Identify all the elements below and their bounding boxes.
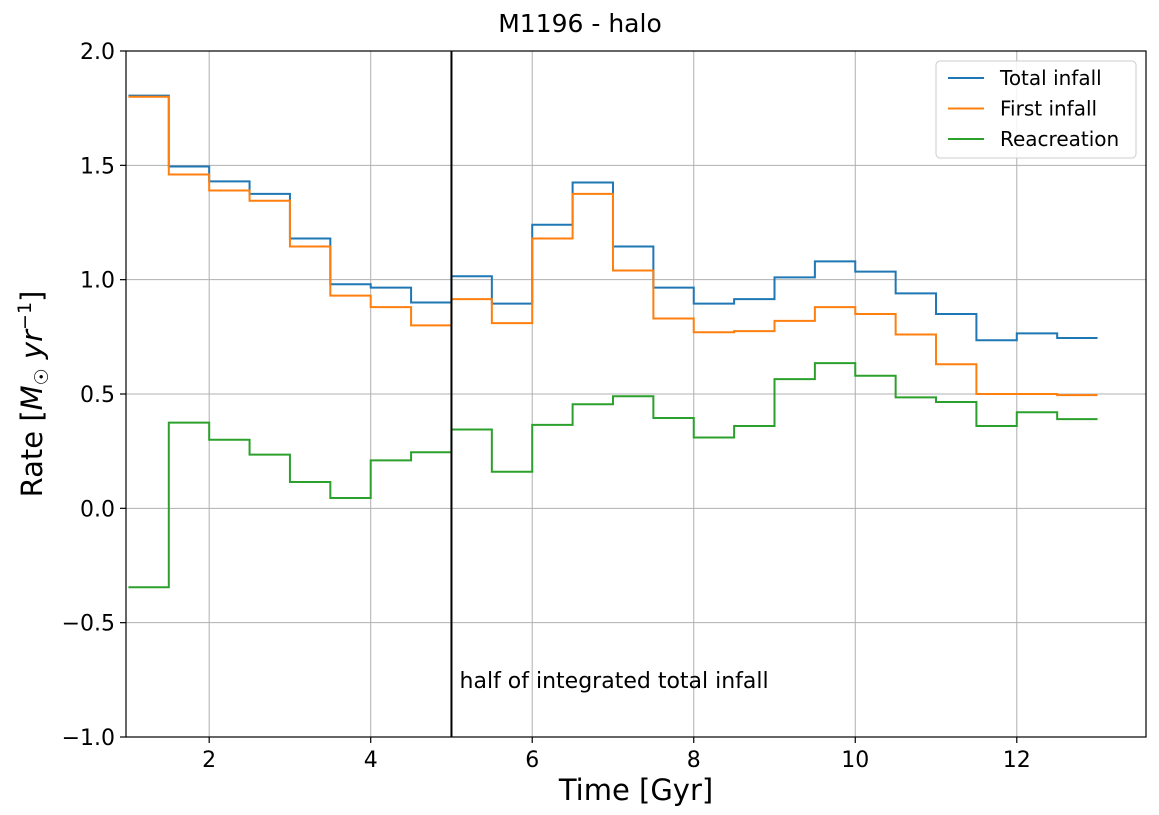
x-axis-title: Time [Gyr] — [558, 773, 713, 807]
y-tick-label: 2.0 — [80, 40, 115, 65]
ticks: 2 4 6 8 10 12 −1.0 −0.5 0.0 0.5 1.0 1.5 2.0 — [62, 40, 1031, 773]
legend-label: Total infall — [999, 66, 1102, 90]
y-tick-label: 0.0 — [80, 497, 115, 522]
y-tick-label: 1.0 — [80, 269, 115, 294]
series-layer — [128, 94, 1098, 589]
y-tick-label: −1.0 — [62, 726, 115, 751]
y-axis-title: Rate [M☉ yr−1] — [14, 291, 53, 498]
chart-title: M1196 - halo — [498, 9, 662, 38]
y-axis-title-unit: yr — [15, 328, 49, 368]
annotation-layer: half of integrated total infall — [460, 669, 769, 694]
y-axis-title-symbol: M — [15, 385, 49, 410]
y-axis-title-suffix: ] — [15, 291, 49, 302]
annotation-text: half of integrated total infall — [460, 669, 769, 694]
x-tick-label: 6 — [525, 748, 539, 773]
legend-label: Reacreation — [1000, 127, 1119, 151]
series-line-reacreation — [128, 362, 1098, 589]
legend-label: First infall — [1000, 97, 1097, 121]
x-tick-label: 12 — [1003, 748, 1031, 773]
x-tick-label: 10 — [841, 748, 869, 773]
legend-box — [935, 60, 1137, 159]
y-tick-label: 1.5 — [80, 154, 115, 179]
x-tick-label: 2 — [202, 748, 216, 773]
x-tick-label: 4 — [364, 748, 378, 773]
y-axis-title-sup: −1 — [14, 302, 36, 330]
y-axis-title-sub: ☉ — [31, 368, 53, 385]
y-tick-label: −0.5 — [62, 612, 115, 637]
series-line-first-infall — [128, 95, 1098, 397]
x-tick-label: 8 — [687, 748, 701, 773]
legend: Total infall First infall Reacreation — [935, 60, 1137, 159]
y-axis-title-prefix: Rate [ — [15, 410, 49, 497]
y-tick-label: 0.5 — [80, 383, 115, 408]
